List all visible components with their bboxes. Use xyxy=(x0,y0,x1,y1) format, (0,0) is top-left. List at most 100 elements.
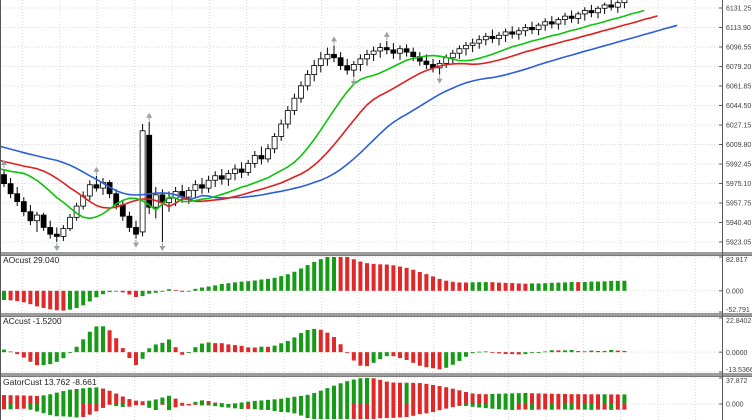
histogram-bar xyxy=(200,343,204,353)
histogram-bar xyxy=(101,290,105,295)
price-axis[interactable]: 6131.25 6113.90 6096.55 6079.20 6061.85 6044.… xyxy=(719,6,751,247)
histogram-bar xyxy=(299,395,303,405)
histogram-bar xyxy=(556,404,561,410)
histogram-bar xyxy=(81,388,86,405)
histogram-bar xyxy=(167,339,171,353)
histogram-bar xyxy=(140,352,145,359)
histogram-bar xyxy=(497,282,501,291)
candle-body xyxy=(47,227,54,235)
histogram-bar xyxy=(490,352,495,353)
histogram-bar xyxy=(226,344,231,353)
histogram-bar xyxy=(279,398,284,405)
histogram-bar xyxy=(21,290,26,303)
histogram-bar xyxy=(252,280,257,291)
histogram-bar xyxy=(127,290,132,295)
candle-body xyxy=(317,58,324,67)
histogram-bar xyxy=(312,328,317,353)
histogram-bar xyxy=(259,279,264,291)
price-axis-label: 5923.05 xyxy=(726,240,751,247)
indicator-label-gator: GatorCust 13.762 -8.661 xyxy=(3,377,97,387)
candle-body xyxy=(502,31,509,36)
indicator-pane-ao[interactable] xyxy=(0,256,723,313)
histogram-bar xyxy=(464,282,468,291)
histogram-bar xyxy=(41,395,46,405)
candle-body xyxy=(304,74,311,87)
histogram-bar xyxy=(490,393,495,405)
panel-separator[interactable] xyxy=(0,373,752,377)
histogram-bar xyxy=(384,381,389,405)
histogram-bar xyxy=(457,352,462,361)
histogram-bar xyxy=(114,338,119,353)
histogram-bar xyxy=(391,352,396,357)
histogram-bar xyxy=(477,351,482,353)
panel-separator[interactable] xyxy=(0,313,752,317)
histogram-bar xyxy=(318,259,323,291)
histogram-bar xyxy=(48,394,53,405)
candle-body xyxy=(390,49,397,54)
histogram-bar xyxy=(8,404,13,410)
histogram-bar xyxy=(186,290,191,292)
histogram-bar xyxy=(497,404,501,410)
price-axis-label: 6044.50 xyxy=(726,103,751,110)
candle-body xyxy=(119,204,126,217)
histogram-bar xyxy=(180,402,185,405)
histogram-bar xyxy=(470,393,475,405)
histogram-bar xyxy=(101,404,105,408)
histogram-bar xyxy=(582,404,587,410)
candle-body xyxy=(496,34,502,40)
histogram-bar xyxy=(94,387,99,405)
histogram-bar xyxy=(358,378,363,405)
histogram-bar xyxy=(404,382,409,405)
candle-body xyxy=(113,193,120,206)
histogram-bar xyxy=(431,404,435,413)
histogram-bar xyxy=(147,400,152,405)
histogram-bar xyxy=(444,352,449,368)
histogram-bar xyxy=(28,290,33,305)
histogram-bar xyxy=(48,404,53,415)
histogram-bar xyxy=(233,282,237,291)
histogram-bar xyxy=(219,283,224,291)
candle-body xyxy=(614,2,621,8)
histogram-bar xyxy=(54,290,59,311)
histogram-bar xyxy=(549,404,554,410)
histogram-bar xyxy=(41,290,46,308)
histogram-bar xyxy=(450,281,455,291)
histogram-bar xyxy=(510,352,515,355)
histogram-bar xyxy=(213,404,218,407)
histogram-bar xyxy=(483,404,488,409)
main-price-pane[interactable] xyxy=(0,0,723,252)
indicator-pane-ac[interactable] xyxy=(0,317,723,373)
histogram-bar xyxy=(213,402,218,405)
panel-separator[interactable] xyxy=(0,252,752,256)
indicator-pane-gator[interactable] xyxy=(0,377,723,419)
histogram-bar xyxy=(200,400,204,405)
panel-axis-label: 37.872 xyxy=(726,378,748,385)
histogram-bar xyxy=(384,352,389,357)
histogram-bar xyxy=(160,397,165,405)
histogram-bar xyxy=(371,404,376,419)
down-fractal-icon xyxy=(436,78,443,84)
price-axis-label: 5992.45 xyxy=(726,162,751,169)
histogram-bar xyxy=(437,386,442,405)
candle-body xyxy=(482,35,489,41)
histogram-bar xyxy=(615,404,620,410)
histogram-bar xyxy=(523,352,528,355)
price-axis-label: 6009.80 xyxy=(726,142,751,149)
histogram-bar xyxy=(516,404,521,410)
histogram-bar xyxy=(312,393,317,405)
histogram-bar xyxy=(272,345,277,353)
histogram-bar xyxy=(345,404,350,419)
histogram-bar xyxy=(510,393,515,405)
candle-body xyxy=(1,174,7,185)
histogram-bar xyxy=(107,404,112,405)
price-axis-label: 5975.10 xyxy=(726,181,751,188)
histogram-bar xyxy=(411,382,416,405)
histogram-bar xyxy=(351,259,356,291)
histogram-bar xyxy=(417,383,422,405)
histogram-bar xyxy=(516,283,521,291)
candle-body xyxy=(126,215,133,228)
histogram-bar xyxy=(15,290,20,302)
histogram-bar xyxy=(543,351,548,353)
histogram-bar xyxy=(239,345,244,353)
